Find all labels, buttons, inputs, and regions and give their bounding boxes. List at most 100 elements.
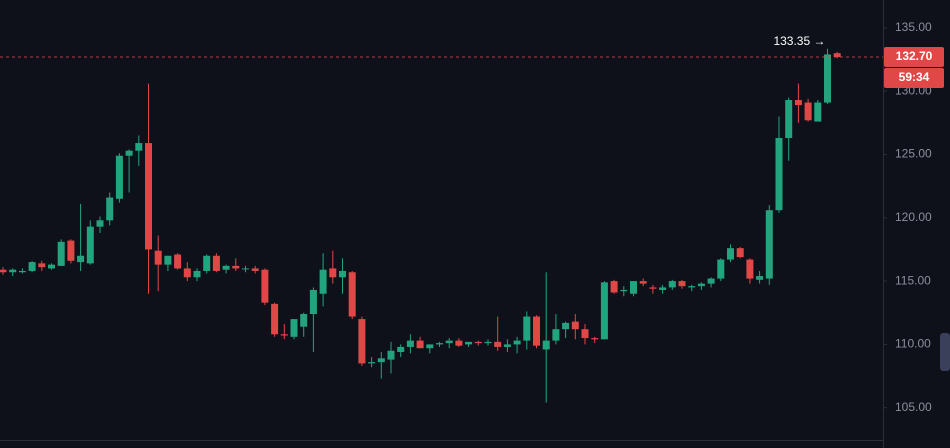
candle-body: [814, 102, 822, 122]
candle-body: [455, 340, 463, 346]
candle-body: [707, 278, 715, 284]
candle-body: [649, 287, 657, 289]
candle-body: [339, 270, 346, 278]
candle-body: [717, 259, 725, 279]
candle-body: [106, 197, 114, 221]
candle-body: [436, 343, 443, 345]
candle-body: [397, 346, 405, 352]
candle-body: [193, 270, 201, 278]
y-tick-label: 125.00: [895, 147, 932, 161]
candle-body: [775, 138, 783, 211]
candle-body: [154, 250, 162, 265]
candle-body: [86, 226, 94, 264]
candle-body: [581, 329, 589, 339]
candle-body: [804, 102, 812, 121]
candle-body: [174, 254, 182, 269]
candle-body: [523, 316, 531, 341]
candle-body: [591, 338, 599, 340]
candle-body: [533, 316, 540, 346]
last-price-label: 132.70: [896, 49, 933, 63]
candle-body: [48, 264, 55, 269]
candle-body: [678, 281, 686, 287]
candle-body: [542, 340, 550, 350]
last-price-box: [884, 46, 944, 67]
candle-body: [387, 350, 395, 360]
candle-body: [639, 281, 647, 284]
candle-body: [697, 283, 705, 287]
candle-body: [261, 269, 269, 303]
candle-body: [329, 268, 337, 278]
candle-body: [668, 281, 676, 288]
candle-body: [0, 269, 7, 273]
candle-body: [426, 344, 434, 349]
candle-body: [67, 240, 75, 261]
candle-body: [232, 265, 240, 269]
candle-body: [280, 334, 288, 336]
candle-body: [309, 289, 317, 315]
candle-body: [358, 319, 366, 364]
candle-body: [465, 341, 473, 345]
y-tick-label: 110.00: [895, 337, 931, 351]
candle-body: [251, 268, 259, 271]
candle-body: [212, 255, 220, 271]
candle-body: [222, 265, 230, 270]
countdown-box: [884, 67, 944, 88]
y-tick-label: 105.00: [895, 400, 932, 414]
candle-body: [377, 358, 385, 363]
candle-body: [494, 341, 502, 347]
candle-body: [630, 281, 637, 294]
high-annotation: 133.35 →: [773, 34, 825, 48]
candle-body: [620, 289, 628, 292]
candle-body: [319, 269, 327, 294]
candle-body: [736, 248, 744, 258]
candle-body: [765, 210, 773, 279]
candle-body: [746, 259, 754, 279]
scroll-handle[interactable]: [940, 333, 950, 371]
candle-body: [300, 314, 308, 327]
candle-body: [513, 340, 521, 345]
candle-body: [348, 272, 356, 317]
candle-body: [203, 255, 211, 271]
candle-body: [125, 150, 133, 156]
candle-body: [659, 287, 667, 290]
y-tick-label: 120.00: [895, 210, 932, 224]
y-tick-label: 135.00: [895, 20, 932, 34]
candle-body: [406, 340, 414, 347]
candle-body: [785, 100, 793, 139]
candle-body: [135, 143, 143, 151]
candle-body: [756, 276, 764, 280]
candle-body: [824, 54, 831, 103]
candle-body: [290, 319, 298, 337]
candle-body: [9, 269, 17, 273]
candle-body: [445, 340, 453, 344]
candle-body: [688, 286, 696, 288]
candle-body: [600, 282, 608, 340]
candle-body: [183, 268, 191, 278]
candle-body: [271, 303, 279, 335]
candle-body: [503, 344, 511, 347]
candle-body: [96, 220, 104, 227]
candle-body: [833, 53, 841, 57]
candle-body: [562, 322, 570, 330]
candle-body: [18, 270, 26, 273]
candle-body: [28, 262, 36, 271]
candle-body: [727, 248, 734, 260]
candle-body: [57, 241, 65, 266]
candle-body: [416, 340, 424, 349]
candle-body: [38, 263, 46, 268]
candle-body: [571, 321, 579, 330]
candle-body: [794, 100, 802, 106]
y-tick-label: 115.00: [895, 273, 931, 287]
countdown-label: 59:34: [899, 70, 930, 84]
candle-body: [368, 362, 376, 364]
candle-body: [77, 255, 85, 263]
candle-body: [484, 341, 492, 344]
candle-body: [242, 268, 249, 270]
candle-body: [610, 281, 618, 293]
candle-body: [145, 143, 152, 250]
candle-body: [164, 255, 172, 265]
candle-body: [474, 341, 482, 344]
